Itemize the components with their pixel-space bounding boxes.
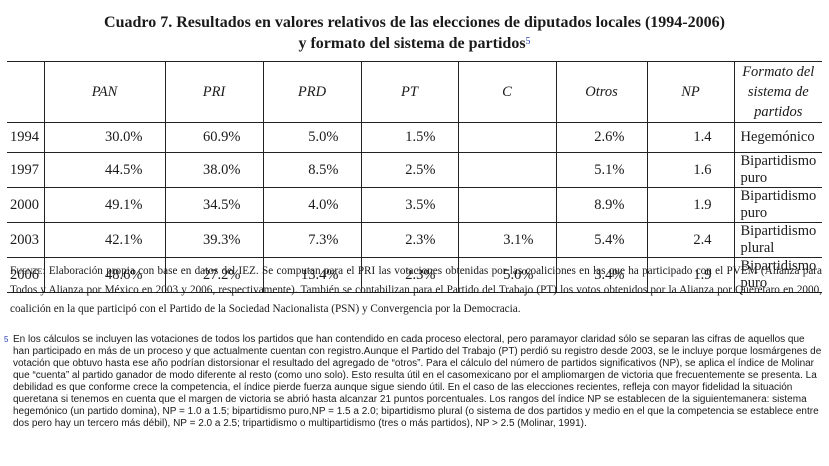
cell-pan: 49.1% <box>43 187 165 223</box>
cell-year: 1994 <box>10 129 39 145</box>
table-header-row: PAN PRI PRD PT C Otros NP Formato del si… <box>7 61 822 123</box>
footnote-text: En los cálculos se incluyen las votacion… <box>13 334 822 429</box>
cell-formato: Hegemónico <box>733 122 822 153</box>
cell-prd: 4.0% <box>262 187 361 223</box>
cell-formato: Bipartidismo puro <box>733 187 822 223</box>
cell-pan: 44.5% <box>43 152 165 188</box>
header-np: NP <box>646 61 734 123</box>
cell-pt: 1.5% <box>360 122 458 153</box>
header-year <box>7 62 44 123</box>
cell-otros: 8.9% <box>555 187 647 223</box>
cell-c: 5.0% <box>457 257 556 293</box>
table-row: 2006 48.6% 27.2% 13.4% 2.3% 5.0% 3.4% 1.… <box>7 257 822 293</box>
cell-pan: 48.6% <box>43 257 165 293</box>
table-title: Cuadro 7. Resultados en valores relativo… <box>0 12 829 54</box>
cell-pt: 3.5% <box>360 187 458 223</box>
cell-prd: 8.5% <box>262 152 361 188</box>
table-row: 2003 42.1% 39.3% 7.3% 2.3% 3.1% 5.4% 2.4… <box>7 222 822 258</box>
cell-formato: Bipartidismo puro <box>733 257 822 293</box>
table-row: 1994 30.0% 60.9% 5.0% 1.5% 2.6% 1.4 Hege… <box>7 122 822 153</box>
cell-prd: 7.3% <box>262 222 361 258</box>
cell-np: 1.6 <box>646 152 734 188</box>
cell-pan: 42.1% <box>43 222 165 258</box>
header-pt: PT <box>360 61 458 123</box>
cell-pri: 39.3% <box>164 222 263 258</box>
cell-np: 2.4 <box>646 222 734 258</box>
header-pan: PAN <box>43 61 165 123</box>
cell-year: 2003 <box>10 231 39 248</box>
cell-c <box>457 152 556 188</box>
cell-pri: 34.5% <box>164 187 263 223</box>
cell-otros: 3.4% <box>555 257 647 293</box>
source-note: Fuente: Elaboración propia con base en d… <box>10 262 822 319</box>
header-formato: Formato del sistema de partidos <box>733 61 822 123</box>
cell-year: 2000 <box>10 196 39 213</box>
header-pri: PRI <box>164 61 263 123</box>
cell-np: 1.4 <box>646 122 734 153</box>
cell-pri: 60.9% <box>164 122 263 153</box>
footnote: 5 En los cálculos se incluyen las votaci… <box>4 334 824 430</box>
footnote-mark: 5 <box>4 335 9 344</box>
title-line-2: y formato del sistema de partidos5 <box>0 33 829 54</box>
cell-formato: Bipartidismo puro <box>733 152 822 188</box>
title-line-1: Cuadro 7. Resultados en valores relativo… <box>104 14 725 31</box>
election-results-table: PAN PRI PRD PT C Otros NP Formato del si… <box>7 61 822 293</box>
cell-prd: 13.4% <box>262 257 361 293</box>
cell-pt: 2.3% <box>360 222 458 258</box>
cell-formato: Bipartidismo plural <box>733 222 822 258</box>
cell-year: 2006 <box>10 266 39 283</box>
source-text: : Elaboración propia con base en datos d… <box>10 265 822 315</box>
cell-pri: 38.0% <box>164 152 263 188</box>
cell-year: 1997 <box>10 161 39 178</box>
cell-prd: 5.0% <box>262 122 361 153</box>
table-row: 1997 44.5% 38.0% 8.5% 2.5% 5.1% 1.6 Bipa… <box>7 152 822 188</box>
cell-c: 3.1% <box>457 222 556 258</box>
cell-pri: 27.2% <box>164 257 263 293</box>
cell-otros: 2.6% <box>555 122 647 153</box>
header-c: C <box>457 61 556 123</box>
cell-otros: 5.1% <box>555 152 647 188</box>
cell-pt: 2.5% <box>360 152 458 188</box>
cell-otros: 5.4% <box>555 222 647 258</box>
header-otros: Otros <box>555 61 647 123</box>
cell-c <box>457 187 556 223</box>
source-label: Fuente <box>10 265 43 277</box>
header-prd: PRD <box>262 61 361 123</box>
cell-c <box>457 122 556 153</box>
cell-np: 1.9 <box>646 257 734 293</box>
cell-pt: 2.3% <box>360 257 458 293</box>
title-line-2-text: y formato del sistema de partidos <box>298 35 526 52</box>
footnote-ref-link[interactable]: 5 <box>525 36 531 47</box>
table-row: 2000 49.1% 34.5% 4.0% 3.5% 8.9% 1.9 Bipa… <box>7 187 822 223</box>
cell-np: 1.9 <box>646 187 734 223</box>
cell-pan: 30.0% <box>43 122 165 153</box>
